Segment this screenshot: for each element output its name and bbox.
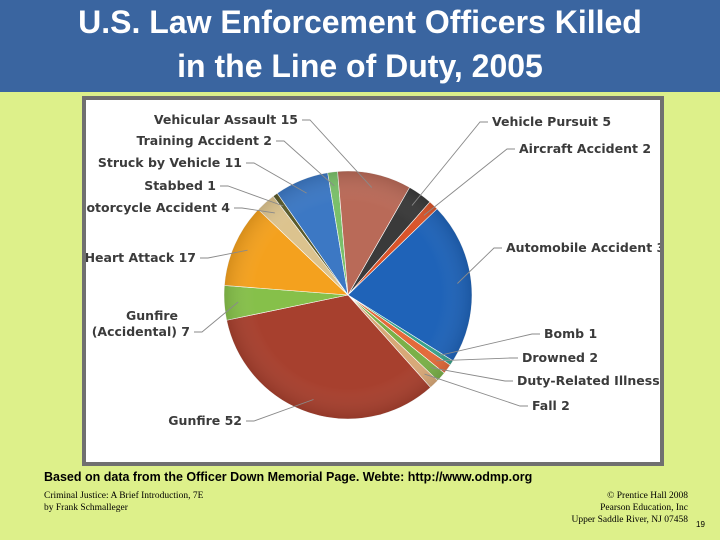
slice-label-gunfire-accidental: Gunfire (Accidental) 7 [92, 308, 190, 339]
footer-copyright-line: © Prentice Hall 2008 [607, 491, 688, 501]
slice-label-duty-related-illness: Duty-Related Illness 2 [517, 373, 660, 388]
slice-label-gunfire: Gunfire 52 [168, 413, 242, 428]
slice-label-stabbed: Stabbed 1 [144, 178, 216, 193]
leader-line-duty-related-illness [430, 367, 513, 382]
leader-line-stabbed [220, 185, 284, 207]
slice-label-bomb: Bomb 1 [544, 326, 597, 341]
chart-frame: Vehicle Pursuit 5 Aircraft Accident 2 Auto… [82, 96, 664, 466]
slice-label-drowned: Drowned 2 [522, 350, 598, 365]
footer-copyright: © Prentice Hall 2008 Pearson Education, … [571, 490, 688, 526]
slice-label-automobile-accident: Automobile Accident 33 [506, 240, 660, 255]
slice-label-struck-by-vehicle: Struck by Vehicle 11 [98, 155, 242, 170]
leader-line-drowned [436, 357, 518, 362]
leader-line-aircraft-accident [423, 148, 515, 216]
footer-book-title: Criminal Justice: A Brief Introduction, … [44, 491, 204, 501]
pie-labels: Vehicle Pursuit 5 Aircraft Accident 2 Auto… [86, 112, 660, 428]
leader-line-vehicle-pursuit [411, 121, 488, 206]
leader-line-motorcycle-accident [234, 207, 275, 214]
leader-line-vehicular-assault [302, 119, 373, 188]
slice-label-fall: Fall 2 [532, 398, 570, 413]
slide-title-line-1: U.S. Law Enforcement Officers Killed [78, 4, 642, 40]
footer-address: Upper Saddle River, NJ 07458 [571, 515, 688, 525]
source-note: Based on data from the Officer Down Memo… [44, 470, 533, 484]
pie-chart: Vehicle Pursuit 5 Aircraft Accident 2 Auto… [86, 112, 660, 428]
footer-citation: Criminal Justice: A Brief Introduction, … [44, 490, 203, 514]
slice-label-motorcycle-accident: Motorcycle Accident 4 [86, 200, 230, 215]
slice-label-vehicular-assault: Vehicular Assault 15 [154, 112, 298, 127]
leader-line-struck-by-vehicle [246, 162, 307, 194]
footer-publisher: Pearson Education, Inc [600, 503, 688, 513]
slice-label-vehicle-pursuit: Vehicle Pursuit 5 [492, 114, 611, 129]
leader-line-gunfire [246, 399, 314, 422]
footer-author: by Frank Schmalleger [44, 503, 128, 513]
title-bar: U.S. Law Enforcement Officers Killed in … [0, 0, 720, 92]
slice-label-heart-attack: Heart Attack 17 [86, 250, 196, 265]
slice-label-training-accident: Training Accident 2 [136, 133, 272, 148]
leader-line-fall [424, 373, 528, 407]
leader-line-training-accident [276, 140, 335, 187]
leader-line-gunfire-accidental [194, 301, 239, 333]
leader-line-bomb [439, 333, 540, 356]
pie-shading [224, 171, 472, 419]
slide-title-line-2: in the Line of Duty, 2005 [177, 48, 543, 84]
slice-label-aircraft-accident: Aircraft Accident 2 [519, 141, 651, 156]
leader-line-automobile-accident [457, 247, 502, 284]
slide-number: 19 [696, 520, 705, 529]
leader-line-heart-attack [200, 249, 248, 259]
